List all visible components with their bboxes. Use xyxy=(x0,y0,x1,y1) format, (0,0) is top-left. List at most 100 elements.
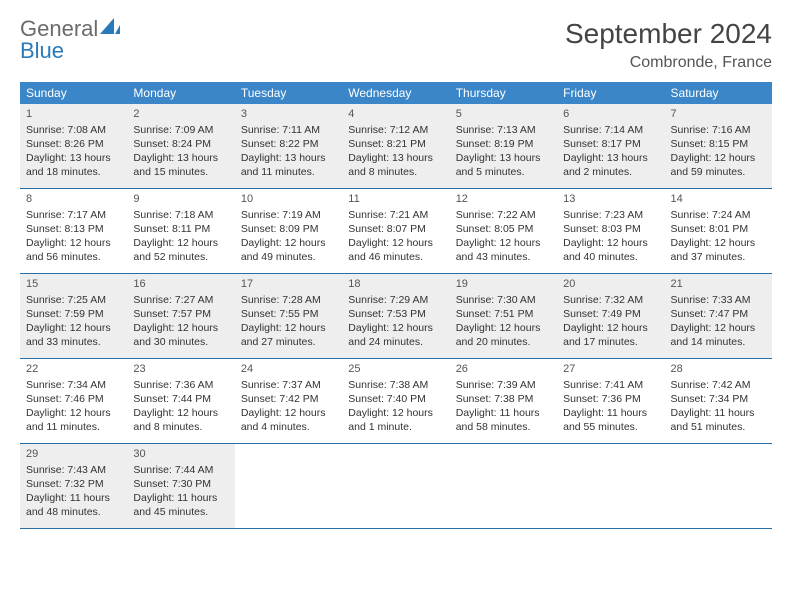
day-number: 11 xyxy=(348,192,443,207)
logo-text-accent: Blue xyxy=(20,38,64,63)
day-cell: 18Sunrise: 7:29 AMSunset: 7:53 PMDayligh… xyxy=(342,274,449,358)
day-cell: 13Sunrise: 7:23 AMSunset: 8:03 PMDayligh… xyxy=(557,189,664,273)
sunrise-text: Sunrise: 7:42 AM xyxy=(671,378,766,392)
sunset-text: Sunset: 8:07 PM xyxy=(348,222,443,236)
sunset-text: Sunset: 7:59 PM xyxy=(26,307,121,321)
week-row: 1Sunrise: 7:08 AMSunset: 8:26 PMDaylight… xyxy=(20,104,772,189)
sunset-text: Sunset: 7:38 PM xyxy=(456,392,551,406)
sunrise-text: Sunrise: 7:34 AM xyxy=(26,378,121,392)
calendar-body: 1Sunrise: 7:08 AMSunset: 8:26 PMDaylight… xyxy=(20,104,772,529)
day-number: 3 xyxy=(241,107,336,122)
day-cell: 20Sunrise: 7:32 AMSunset: 7:49 PMDayligh… xyxy=(557,274,664,358)
sunrise-text: Sunrise: 7:27 AM xyxy=(133,293,228,307)
sunrise-text: Sunrise: 7:38 AM xyxy=(348,378,443,392)
sunset-text: Sunset: 7:32 PM xyxy=(26,477,121,491)
dow-cell: Sunday xyxy=(20,82,127,104)
sunrise-text: Sunrise: 7:44 AM xyxy=(133,463,228,477)
daylight-text: Daylight: 12 hours and 56 minutes. xyxy=(26,236,121,264)
location: Combronde, France xyxy=(565,54,772,72)
day-cell: 1Sunrise: 7:08 AMSunset: 8:26 PMDaylight… xyxy=(20,104,127,188)
day-number: 13 xyxy=(563,192,658,207)
daylight-text: Daylight: 12 hours and 8 minutes. xyxy=(133,406,228,434)
sunrise-text: Sunrise: 7:25 AM xyxy=(26,293,121,307)
week-row: 29Sunrise: 7:43 AMSunset: 7:32 PMDayligh… xyxy=(20,444,772,529)
daylight-text: Daylight: 12 hours and 30 minutes. xyxy=(133,321,228,349)
day-cell: 24Sunrise: 7:37 AMSunset: 7:42 PMDayligh… xyxy=(235,359,342,443)
day-cell: 16Sunrise: 7:27 AMSunset: 7:57 PMDayligh… xyxy=(127,274,234,358)
day-cell: 21Sunrise: 7:33 AMSunset: 7:47 PMDayligh… xyxy=(665,274,772,358)
day-cell: 8Sunrise: 7:17 AMSunset: 8:13 PMDaylight… xyxy=(20,189,127,273)
daylight-text: Daylight: 12 hours and 33 minutes. xyxy=(26,321,121,349)
day-number: 26 xyxy=(456,362,551,377)
sunset-text: Sunset: 7:40 PM xyxy=(348,392,443,406)
daylight-text: Daylight: 13 hours and 2 minutes. xyxy=(563,151,658,179)
month-title: September 2024 xyxy=(565,18,772,50)
day-cell: 12Sunrise: 7:22 AMSunset: 8:05 PMDayligh… xyxy=(450,189,557,273)
day-cell: 14Sunrise: 7:24 AMSunset: 8:01 PMDayligh… xyxy=(665,189,772,273)
daylight-text: Daylight: 11 hours and 45 minutes. xyxy=(133,491,228,519)
sunset-text: Sunset: 7:46 PM xyxy=(26,392,121,406)
sunset-text: Sunset: 7:57 PM xyxy=(133,307,228,321)
week-row: 15Sunrise: 7:25 AMSunset: 7:59 PMDayligh… xyxy=(20,274,772,359)
week-row: 22Sunrise: 7:34 AMSunset: 7:46 PMDayligh… xyxy=(20,359,772,444)
week-row: 8Sunrise: 7:17 AMSunset: 8:13 PMDaylight… xyxy=(20,189,772,274)
dow-cell: Monday xyxy=(127,82,234,104)
day-cell-empty xyxy=(665,444,772,528)
sunset-text: Sunset: 8:13 PM xyxy=(26,222,121,236)
sunset-text: Sunset: 7:34 PM xyxy=(671,392,766,406)
sunset-text: Sunset: 8:03 PM xyxy=(563,222,658,236)
day-cell: 5Sunrise: 7:13 AMSunset: 8:19 PMDaylight… xyxy=(450,104,557,188)
day-cell: 25Sunrise: 7:38 AMSunset: 7:40 PMDayligh… xyxy=(342,359,449,443)
logo-sail-icon xyxy=(100,18,120,40)
day-number: 9 xyxy=(133,192,228,207)
day-number: 30 xyxy=(133,447,228,462)
sunset-text: Sunset: 7:55 PM xyxy=(241,307,336,321)
sunset-text: Sunset: 7:44 PM xyxy=(133,392,228,406)
daylight-text: Daylight: 12 hours and 24 minutes. xyxy=(348,321,443,349)
day-cell: 15Sunrise: 7:25 AMSunset: 7:59 PMDayligh… xyxy=(20,274,127,358)
daylight-text: Daylight: 13 hours and 11 minutes. xyxy=(241,151,336,179)
sunset-text: Sunset: 8:09 PM xyxy=(241,222,336,236)
daylight-text: Daylight: 12 hours and 20 minutes. xyxy=(456,321,551,349)
day-cell: 22Sunrise: 7:34 AMSunset: 7:46 PMDayligh… xyxy=(20,359,127,443)
sunrise-text: Sunrise: 7:16 AM xyxy=(671,123,766,137)
day-number: 27 xyxy=(563,362,658,377)
daylight-text: Daylight: 12 hours and 40 minutes. xyxy=(563,236,658,264)
daylight-text: Daylight: 11 hours and 48 minutes. xyxy=(26,491,121,519)
dow-cell: Saturday xyxy=(665,82,772,104)
daylight-text: Daylight: 12 hours and 43 minutes. xyxy=(456,236,551,264)
sunrise-text: Sunrise: 7:41 AM xyxy=(563,378,658,392)
day-number: 8 xyxy=(26,192,121,207)
sunset-text: Sunset: 8:24 PM xyxy=(133,137,228,151)
sunrise-text: Sunrise: 7:19 AM xyxy=(241,208,336,222)
sunrise-text: Sunrise: 7:37 AM xyxy=(241,378,336,392)
sunrise-text: Sunrise: 7:17 AM xyxy=(26,208,121,222)
sunset-text: Sunset: 8:05 PM xyxy=(456,222,551,236)
sunset-text: Sunset: 7:30 PM xyxy=(133,477,228,491)
days-of-week-row: SundayMondayTuesdayWednesdayThursdayFrid… xyxy=(20,82,772,104)
daylight-text: Daylight: 12 hours and 17 minutes. xyxy=(563,321,658,349)
sunrise-text: Sunrise: 7:24 AM xyxy=(671,208,766,222)
day-number: 14 xyxy=(671,192,766,207)
dow-cell: Friday xyxy=(557,82,664,104)
day-number: 19 xyxy=(456,277,551,292)
day-number: 7 xyxy=(671,107,766,122)
sunrise-text: Sunrise: 7:32 AM xyxy=(563,293,658,307)
calendar: SundayMondayTuesdayWednesdayThursdayFrid… xyxy=(20,82,772,529)
sunset-text: Sunset: 8:21 PM xyxy=(348,137,443,151)
day-number: 23 xyxy=(133,362,228,377)
sunset-text: Sunset: 7:53 PM xyxy=(348,307,443,321)
day-cell: 19Sunrise: 7:30 AMSunset: 7:51 PMDayligh… xyxy=(450,274,557,358)
dow-cell: Thursday xyxy=(450,82,557,104)
day-number: 16 xyxy=(133,277,228,292)
day-cell: 26Sunrise: 7:39 AMSunset: 7:38 PMDayligh… xyxy=(450,359,557,443)
daylight-text: Daylight: 13 hours and 5 minutes. xyxy=(456,151,551,179)
dow-cell: Wednesday xyxy=(342,82,449,104)
sunrise-text: Sunrise: 7:23 AM xyxy=(563,208,658,222)
day-cell: 2Sunrise: 7:09 AMSunset: 8:24 PMDaylight… xyxy=(127,104,234,188)
day-cell: 28Sunrise: 7:42 AMSunset: 7:34 PMDayligh… xyxy=(665,359,772,443)
day-number: 15 xyxy=(26,277,121,292)
day-number: 20 xyxy=(563,277,658,292)
day-number: 24 xyxy=(241,362,336,377)
sunrise-text: Sunrise: 7:13 AM xyxy=(456,123,551,137)
